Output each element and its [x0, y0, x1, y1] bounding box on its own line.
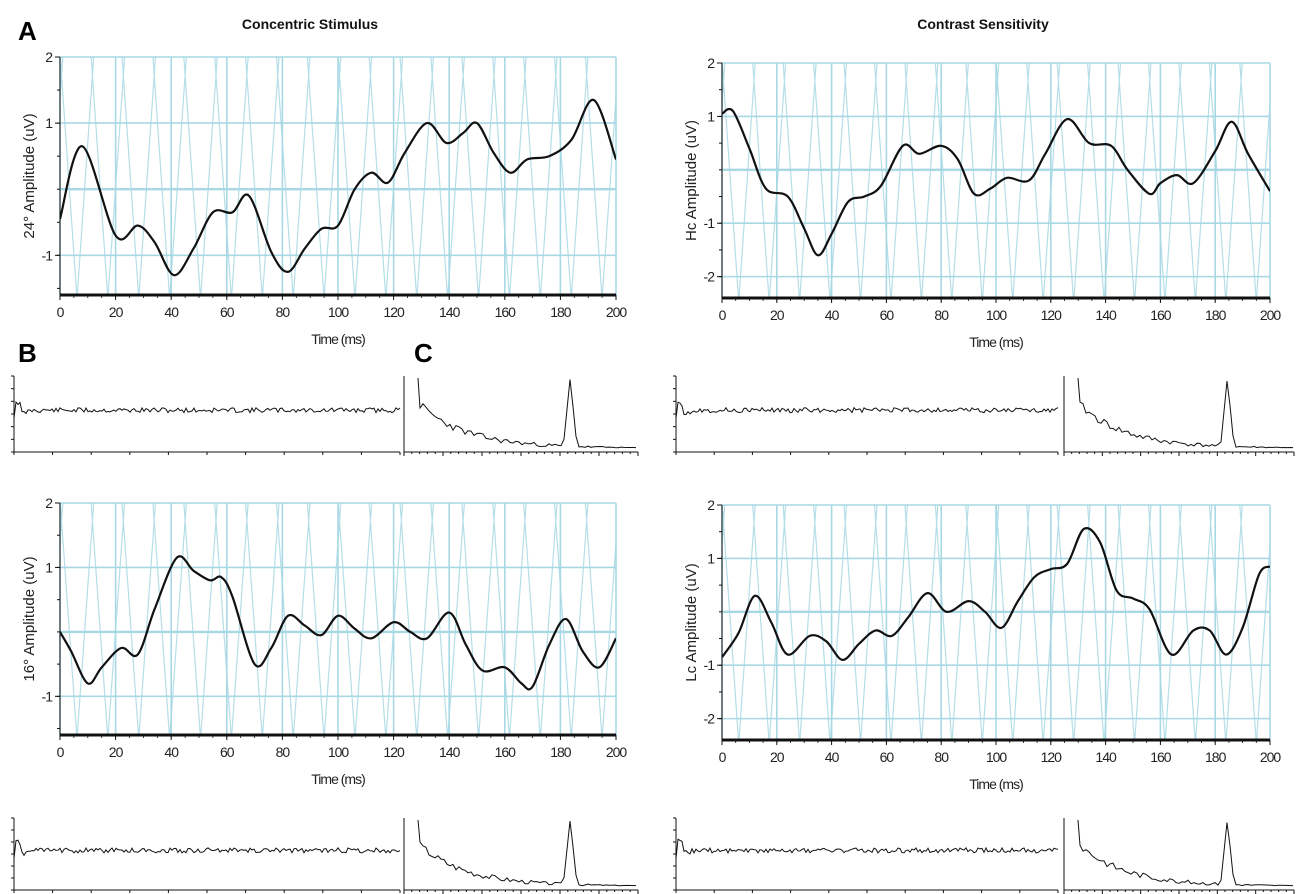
x-tick-label: 140: [439, 304, 461, 320]
inset-spectrum-lc: [1063, 818, 1295, 894]
column-title-left: Concentric Stimulus: [242, 16, 378, 32]
x-tick-label: 140: [1095, 307, 1117, 323]
gridlines: [721, 62, 1271, 298]
series-line: [60, 98, 616, 277]
x-tick-label: 20: [770, 749, 785, 765]
x-tick-label: 120: [1041, 307, 1063, 323]
y-axis-label: Hc Amplitude (uV): [683, 120, 700, 241]
x-tick-label: 200: [606, 744, 628, 760]
y-tick-label: 2: [45, 49, 53, 65]
inset-raw-24deg: [11, 375, 401, 455]
y-axis-label: 16° Amplitude (uV): [21, 556, 38, 681]
inset-raw-16deg: [11, 817, 401, 893]
x-tick-label: 80: [276, 744, 291, 760]
insets-layer: [11, 375, 1295, 894]
x-tick-label: 0: [57, 304, 65, 320]
x-tick-label: 0: [57, 744, 65, 760]
y-tick-label: 1: [707, 550, 715, 566]
stimulus-pattern: [722, 63, 1270, 298]
x-tick-label: 180: [550, 744, 572, 760]
x-tick-label: 140: [439, 744, 461, 760]
inset-spectrum-16deg: [403, 818, 639, 894]
y-axis-label: 24° Amplitude (uV): [21, 113, 38, 238]
x-tick-label: 180: [1205, 749, 1227, 765]
x-tick-label: 160: [1150, 307, 1172, 323]
series-line: [722, 107, 1270, 257]
y-tick-label: -1: [704, 657, 716, 673]
x-tick-label: 40: [825, 307, 840, 323]
x-tick-label: 120: [1041, 749, 1063, 765]
x-tick-label: 160: [495, 744, 517, 760]
x-tick-label: 40: [825, 749, 840, 765]
x-tick-label: 140: [1095, 749, 1117, 765]
inset-spectrum-24deg: [403, 376, 639, 456]
column-title-right: Contrast Sensitivity: [917, 16, 1049, 32]
x-tick-label: 40: [164, 304, 179, 320]
x-tick-label: 100: [328, 744, 350, 760]
panel-label-a: A: [18, 16, 37, 46]
x-tick-label: 0: [719, 749, 727, 765]
x-tick-label: 120: [383, 304, 405, 320]
x-tick-label: 120: [383, 744, 405, 760]
inset-raw-hc: [673, 375, 1059, 455]
series-line: [60, 555, 616, 691]
x-tick-label: 80: [934, 749, 949, 765]
y-tick-label: -1: [704, 215, 716, 231]
y-tick-label: 1: [707, 108, 715, 124]
x-tick-label: 100: [328, 304, 350, 320]
x-tick-label: 100: [986, 307, 1008, 323]
y-tick-label: 2: [45, 495, 53, 511]
x-tick-label: 40: [164, 744, 179, 760]
x-tick-label: 20: [770, 307, 785, 323]
x-tick-label: 20: [109, 304, 124, 320]
x-axis-label: Time (ms): [969, 334, 1023, 350]
x-tick-label: 160: [1150, 749, 1172, 765]
x-tick-label: 80: [934, 307, 949, 323]
y-tick-label: -1: [42, 247, 54, 263]
stimulus-pattern: [722, 505, 1270, 740]
series-line: [722, 527, 1270, 661]
x-tick-label: 20: [109, 744, 124, 760]
gridlines: [721, 504, 1271, 740]
y-tick-label: -2: [704, 711, 716, 727]
x-tick-label: 60: [220, 304, 235, 320]
x-tick-label: 180: [550, 304, 572, 320]
y-tick-label: 1: [45, 115, 53, 131]
x-tick-label: 200: [1260, 307, 1282, 323]
x-axis-label: Time (ms): [311, 331, 365, 347]
gridlines: [59, 56, 617, 295]
x-tick-label: 0: [719, 307, 727, 323]
x-tick-label: 160: [495, 304, 517, 320]
y-tick-label: -2: [704, 269, 716, 285]
x-tick-label: 200: [1260, 749, 1282, 765]
x-axis-label: Time (ms): [311, 771, 365, 787]
x-tick-label: 200: [606, 304, 628, 320]
stimulus-pattern: [60, 57, 616, 295]
x-tick-label: 60: [880, 749, 895, 765]
gridlines: [59, 502, 617, 735]
inset-spectrum-hc: [1063, 376, 1295, 456]
panel-label-b: B: [18, 338, 37, 368]
panel-label-c: C: [414, 338, 433, 368]
x-tick-label: 60: [220, 744, 235, 760]
inset-raw-lc: [673, 817, 1059, 893]
x-axis-label: Time (ms): [969, 776, 1023, 792]
y-tick-label: -1: [42, 688, 54, 704]
x-tick-label: 180: [1205, 307, 1227, 323]
x-tick-label: 80: [276, 304, 291, 320]
y-axis-label: Lc Amplitude (uV): [683, 563, 700, 681]
x-tick-label: 60: [880, 307, 895, 323]
x-tick-label: 100: [986, 749, 1008, 765]
y-tick-label: 2: [707, 497, 715, 513]
y-tick-label: 2: [707, 55, 715, 71]
y-tick-label: 1: [45, 559, 53, 575]
stimulus-pattern: [60, 503, 616, 735]
